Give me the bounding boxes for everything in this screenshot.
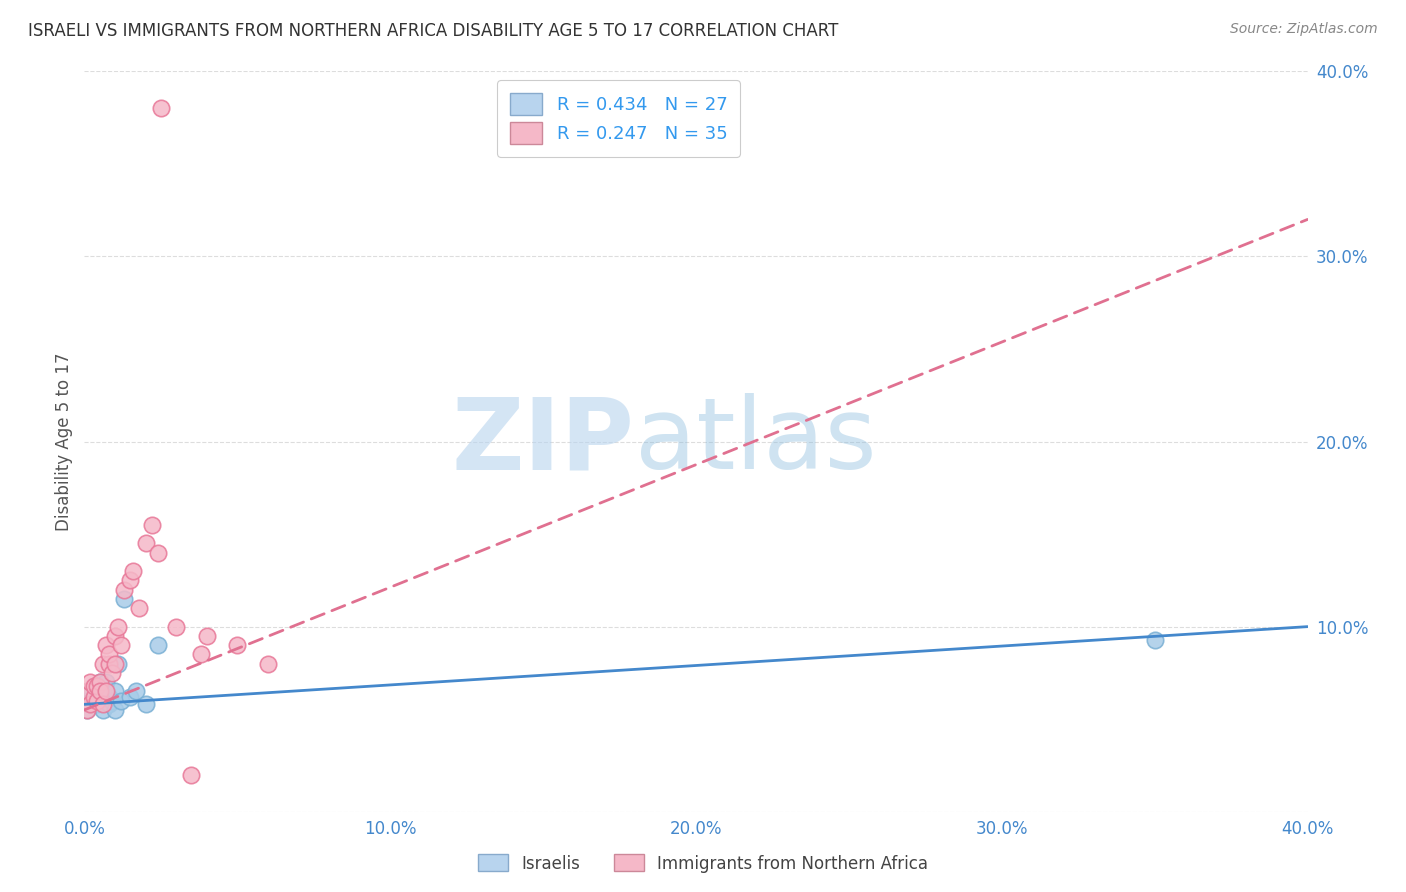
Point	[79, 698, 101, 712]
Point	[86, 679, 108, 693]
Point	[79, 675, 101, 690]
Point	[107, 619, 129, 633]
Text: ZIP: ZIP	[451, 393, 636, 490]
Point	[91, 703, 114, 717]
Point	[97, 657, 120, 671]
Point	[91, 684, 114, 698]
Text: atlas: atlas	[636, 393, 876, 490]
Point	[112, 582, 135, 597]
Point	[110, 694, 132, 708]
Point	[79, 684, 101, 698]
Point	[120, 574, 142, 588]
Point	[104, 657, 127, 671]
Y-axis label: Disability Age 5 to 17: Disability Age 5 to 17	[55, 352, 73, 531]
Point	[146, 638, 169, 652]
Point	[89, 675, 111, 690]
Point	[86, 694, 108, 708]
Point	[83, 690, 105, 704]
Point	[94, 694, 117, 708]
Point	[97, 648, 120, 662]
Point	[180, 767, 202, 781]
Point	[94, 638, 117, 652]
Point	[122, 564, 145, 578]
Point	[146, 545, 169, 560]
Point	[91, 657, 114, 671]
Point	[104, 703, 127, 717]
Point	[94, 675, 117, 690]
Point	[83, 679, 105, 693]
Point	[125, 684, 148, 698]
Point	[89, 675, 111, 690]
Point	[101, 694, 124, 708]
Point	[86, 688, 108, 702]
Legend: R = 0.434   N = 27, R = 0.247   N = 35: R = 0.434 N = 27, R = 0.247 N = 35	[498, 80, 740, 157]
Point	[226, 638, 249, 652]
Point	[110, 638, 132, 652]
Point	[83, 690, 105, 704]
Point	[112, 591, 135, 606]
Point	[104, 684, 127, 698]
Point	[94, 684, 117, 698]
Point	[128, 601, 150, 615]
Point	[76, 703, 98, 717]
Point	[83, 679, 105, 693]
Text: ISRAELI VS IMMIGRANTS FROM NORTHERN AFRICA DISABILITY AGE 5 TO 17 CORRELATION CH: ISRAELI VS IMMIGRANTS FROM NORTHERN AFRI…	[28, 22, 838, 40]
Point	[79, 698, 101, 712]
Point	[165, 619, 187, 633]
Point	[76, 694, 98, 708]
Point	[120, 690, 142, 704]
Legend: Israelis, Immigrants from Northern Africa: Israelis, Immigrants from Northern Afric…	[471, 847, 935, 880]
Point	[135, 536, 157, 550]
Point	[89, 694, 111, 708]
Point	[91, 698, 114, 712]
Point	[104, 629, 127, 643]
Text: Source: ZipAtlas.com: Source: ZipAtlas.com	[1230, 22, 1378, 37]
Point	[190, 648, 212, 662]
Point	[76, 684, 98, 698]
Point	[257, 657, 280, 671]
Point	[149, 101, 172, 115]
Point	[97, 698, 120, 712]
Point	[107, 657, 129, 671]
Point	[86, 698, 108, 712]
Point	[141, 517, 163, 532]
Point	[101, 665, 124, 680]
Point	[76, 703, 98, 717]
Point	[89, 684, 111, 698]
Point	[195, 629, 218, 643]
Point	[97, 690, 120, 704]
Point	[135, 698, 157, 712]
Point	[1143, 632, 1166, 647]
